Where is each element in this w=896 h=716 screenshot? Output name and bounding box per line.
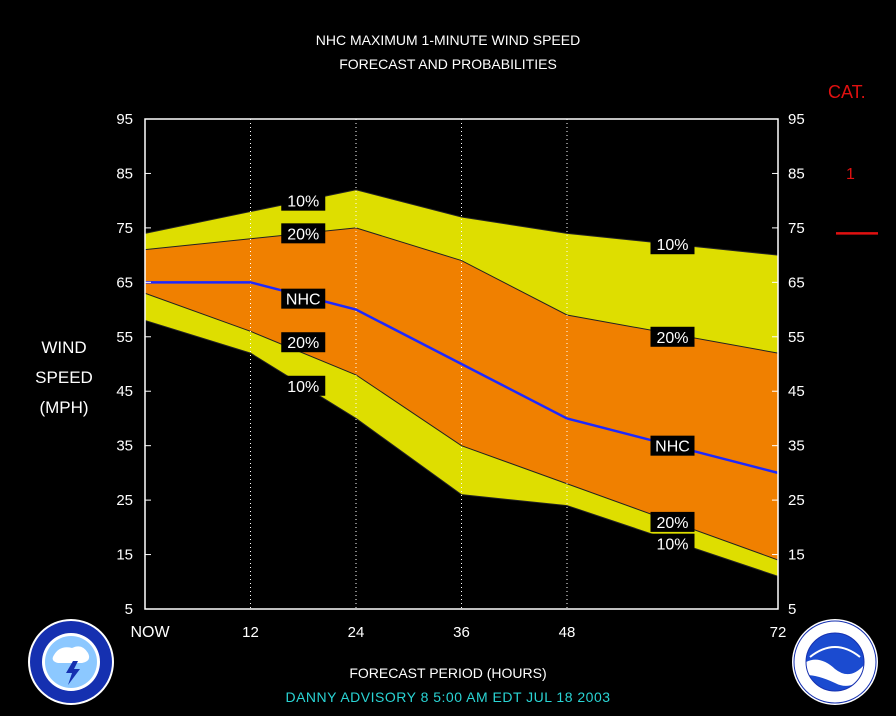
- y-tick-label-left: 25: [116, 492, 133, 509]
- x-axis-label: FORECAST PERIOD (HOURS): [349, 665, 547, 681]
- annotation-label: 20%: [287, 226, 319, 243]
- nhc-forecast-line: [145, 281, 779, 475]
- x-tick-label: 72: [770, 624, 787, 641]
- y-tick-label-left: 75: [116, 220, 133, 237]
- y-tick-label-left: 65: [116, 274, 133, 291]
- noaa-logo: [792, 619, 878, 705]
- annotation-label: 10%: [287, 194, 319, 211]
- annotation-label: 20%: [656, 515, 688, 532]
- annotation-box: [281, 223, 326, 244]
- x-tick-label: NOW: [130, 624, 170, 641]
- annotation-box: [281, 190, 326, 211]
- x-tick-label: 24: [348, 624, 365, 641]
- x-tick-label: 36: [453, 624, 470, 641]
- annotation-label: 10%: [656, 537, 688, 554]
- y-tick-label-right: 75: [788, 220, 805, 237]
- annotation-box: [650, 533, 695, 554]
- y-tick-label-right: 95: [788, 111, 805, 128]
- y-tick-label-left: 35: [116, 438, 133, 455]
- annotation-box: [650, 435, 695, 456]
- y-tick-label-left: 5: [125, 601, 133, 618]
- annotation-box: [281, 375, 326, 396]
- band-edge-upper-10: [144, 189, 779, 256]
- annotation-label: 10%: [656, 237, 688, 254]
- y-tick-label-left: 55: [116, 329, 133, 346]
- band-edge-lower-20: [144, 292, 779, 561]
- plot-frame: [144, 118, 779, 610]
- y-tick-label-right: 65: [788, 274, 805, 291]
- category-label: 1: [846, 166, 855, 183]
- band-edge-lower-10: [144, 319, 779, 577]
- band-edge-upper-20: [144, 227, 779, 354]
- nws-logo: [28, 619, 114, 705]
- annotation-label: 20%: [287, 335, 319, 352]
- y-tick-label-right: 55: [788, 329, 805, 346]
- y-tick-label-right: 5: [788, 601, 796, 618]
- y-tick-label-left: 95: [116, 111, 133, 128]
- annotation-label: 10%: [287, 379, 319, 396]
- x-tick-label: 12: [242, 624, 259, 641]
- annotation-label: NHC: [655, 439, 690, 456]
- annotation-box: [650, 511, 695, 532]
- annotation-label: NHC: [286, 292, 321, 309]
- annotation-box: [281, 288, 326, 309]
- y-tick-label-right: 85: [788, 165, 805, 182]
- annotation-box: [281, 332, 326, 353]
- band-20-percent: [145, 227, 778, 560]
- category-header: CAT.: [828, 82, 866, 102]
- x-tick-label: 48: [559, 624, 576, 641]
- y-tick-label-right: 25: [788, 492, 805, 509]
- y-tick-label-right: 45: [788, 383, 805, 400]
- ylabel-line-3: (MPH): [39, 398, 89, 417]
- chart-title: NHC MAXIMUM 1-MINUTE WIND SPEED: [315, 32, 581, 48]
- annotation-box: [650, 234, 695, 255]
- y-tick-label-right: 35: [788, 438, 805, 455]
- annotation-label: 20%: [656, 330, 688, 347]
- chart-subtitle: FORECAST AND PROBABILITIES: [339, 56, 557, 72]
- y-tick-label-right: 15: [788, 547, 805, 564]
- ylabel-line-2: SPEED: [35, 368, 93, 387]
- y-tick-label-left: 45: [116, 383, 133, 400]
- ylabel-line-1: WIND: [41, 338, 87, 357]
- y-tick-label-left: 85: [116, 165, 133, 182]
- annotation-box: [650, 326, 695, 347]
- advisory-line: DANNY ADVISORY 8 5:00 AM EDT JUL 18 2003: [285, 689, 611, 705]
- y-tick-label-left: 15: [116, 547, 133, 564]
